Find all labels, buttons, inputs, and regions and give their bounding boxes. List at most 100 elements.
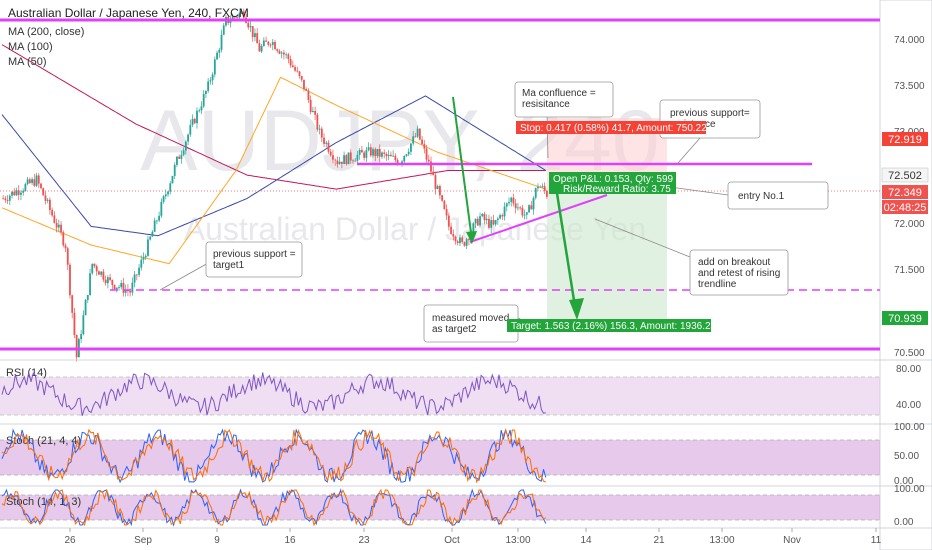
indicator-legend-item[interactable]: MA (200, close) <box>8 26 84 38</box>
candle-body <box>111 279 114 285</box>
candle-body <box>532 197 535 210</box>
candle-body <box>191 118 194 125</box>
stoch2-label[interactable]: Stoch (14, 1, 3) <box>6 496 81 508</box>
candle-body <box>352 160 354 162</box>
target-zone <box>547 186 667 319</box>
candle-body <box>361 149 363 153</box>
candle-body <box>196 110 198 124</box>
candle-body <box>412 136 415 144</box>
candle-body <box>389 154 392 157</box>
candle-body <box>182 150 185 155</box>
candle-body <box>13 191 16 196</box>
time-tick-label: Nov <box>783 535 801 546</box>
candle-body <box>496 218 499 221</box>
candle-body <box>4 198 7 201</box>
candle-body <box>278 50 281 54</box>
callout-prev-support-target[interactable]: previous support = target1 <box>205 241 303 278</box>
candle-body <box>456 241 459 244</box>
callout-entry[interactable]: entry No.1 <box>727 181 829 210</box>
stop-price-text: 72.919 <box>888 134 922 146</box>
candle-body <box>510 197 513 202</box>
candle-body <box>372 149 374 156</box>
callout-measured-move-text: measured moved as target2 <box>432 313 509 335</box>
candle-body <box>505 203 508 207</box>
candle-body <box>334 159 337 161</box>
price-tick-label: 71.500 <box>894 265 925 276</box>
candle-body <box>483 213 486 221</box>
candle-body <box>525 212 528 215</box>
target-label[interactable]: Target: 1.563 (2.16%) 156.3, Amount: 193… <box>507 319 717 332</box>
candle-body <box>118 287 120 288</box>
candle-body <box>503 206 506 217</box>
indicator-legend-item[interactable]: MA (100) <box>8 41 53 53</box>
stoch1-tick-label: 50.00 <box>894 451 919 462</box>
candle-body <box>280 52 283 54</box>
candle-body <box>383 152 386 154</box>
candle-body <box>55 222 58 228</box>
candle-body <box>151 231 154 237</box>
candle-body <box>60 224 62 233</box>
candle-body <box>71 295 74 313</box>
candle-body <box>405 154 408 156</box>
callout-connector <box>159 261 211 291</box>
candle-body <box>120 282 123 288</box>
candle-body <box>131 282 134 293</box>
candle-body <box>211 74 214 81</box>
candle-body <box>129 291 132 293</box>
candle-body <box>285 54 288 56</box>
candle-body <box>459 237 461 244</box>
candle-body <box>274 41 276 50</box>
candle-body <box>492 220 495 225</box>
ma-price-text: 72.502 <box>888 170 922 182</box>
target-price-text: 70.939 <box>888 313 922 325</box>
stoch2-tick-label: 0.00 <box>894 517 914 528</box>
candle-body <box>102 271 105 280</box>
candle-body <box>184 141 187 151</box>
ma50-line[interactable] <box>1 76 546 265</box>
rsi-label[interactable]: RSI (14) <box>6 367 47 379</box>
candle-body <box>93 263 96 267</box>
last-price-text: 72.349 <box>888 187 922 199</box>
candle-body <box>347 152 350 165</box>
candle-body <box>202 94 205 107</box>
candle-body <box>262 40 265 46</box>
candle-body <box>15 190 18 196</box>
downtrend-arrow[interactable] <box>452 96 473 241</box>
open-pl-text: Open P&L: 0.153, Qty: 599 <box>553 174 674 185</box>
candle-body <box>178 156 181 159</box>
candle-body <box>84 299 87 316</box>
candle-body <box>303 79 305 90</box>
candle-body <box>452 234 455 237</box>
candle-body <box>236 17 239 18</box>
candle-body <box>95 266 98 272</box>
callout-measured-move[interactable]: measured moved as target2 <box>423 304 519 343</box>
candle-body <box>40 183 42 189</box>
candle-body <box>242 11 245 18</box>
indicator-legend-item[interactable]: MA (50) <box>8 56 47 68</box>
open-pl-label[interactable]: Open P&L: 0.153, Qty: 599 Risk/Reward Ra… <box>549 172 676 195</box>
stop-label[interactable]: Stop: 0.417 (0.58%) 41.7, Amount: 750.22 <box>516 121 707 134</box>
stoch1-label[interactable]: Stoch (21, 4, 4) <box>6 435 81 447</box>
callout-ma-confluence[interactable]: Ma confluence = resisitance <box>514 81 614 118</box>
rising-trendline[interactable] <box>469 194 608 243</box>
candle-body <box>517 207 519 209</box>
target-arrow[interactable] <box>554 186 578 314</box>
candle-body <box>418 128 421 140</box>
symbol-title[interactable]: Australian Dollar / Japanese Yen, 240, F… <box>8 6 249 20</box>
callout-add-on[interactable]: add on breakout and retest of rising trend… <box>689 249 789 296</box>
candle-body <box>314 110 317 115</box>
price-tick-label: 72.000 <box>894 219 925 230</box>
candle-body <box>485 218 488 221</box>
candle-body <box>247 22 250 28</box>
candle-body <box>296 70 299 72</box>
candle-body <box>20 192 22 195</box>
candle-body <box>28 179 31 184</box>
candle-body <box>233 16 236 18</box>
candle-body <box>508 201 510 204</box>
candle-body <box>394 155 397 161</box>
candle-body <box>200 106 203 111</box>
ma200-line[interactable] <box>1 44 546 190</box>
candle-body <box>541 186 544 187</box>
candle-body <box>51 209 54 216</box>
